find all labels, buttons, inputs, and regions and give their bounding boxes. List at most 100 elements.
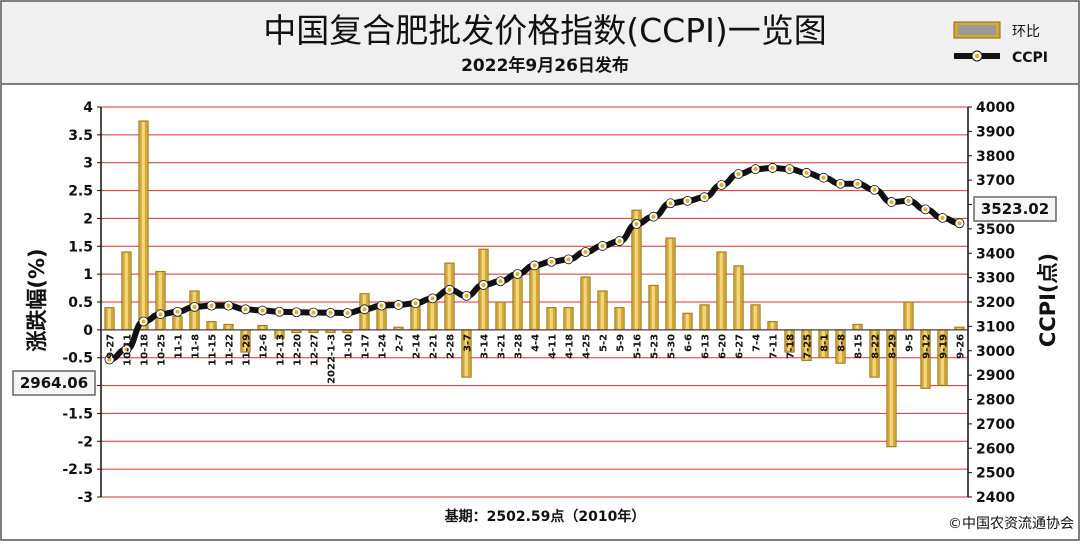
x-tick-label-8-22: 8-22 bbox=[871, 334, 882, 359]
ccpi-point-dot-11-1 bbox=[175, 309, 180, 314]
ccpi-point-dot-9-26 bbox=[957, 221, 962, 226]
left-tick-label: 3.5 bbox=[68, 128, 93, 144]
ccpi-point-dot-10-11 bbox=[124, 347, 129, 352]
bar-highlight-11-22 bbox=[226, 325, 230, 329]
right-tick-label: 3400 bbox=[976, 246, 1015, 262]
bar-highlight-8-15 bbox=[855, 325, 859, 329]
ccpi-point-dot-1-24 bbox=[379, 303, 384, 308]
x-tick-label-2-14: 2-14 bbox=[412, 334, 423, 359]
bar-highlight-12-27 bbox=[311, 330, 315, 332]
left-tick-label: -1.5 bbox=[62, 406, 93, 422]
bar-highlight-2022-1-3 bbox=[328, 330, 332, 332]
axes: 43.532.521.510.50-0.5-1-1.5-2-2.5-340003… bbox=[62, 100, 1015, 506]
ccpi-point-dot-2-14 bbox=[413, 301, 418, 306]
bar-highlight-11-1 bbox=[175, 316, 179, 329]
right-tick-label: 3100 bbox=[976, 319, 1015, 335]
ccpi-point-dot-3-21 bbox=[498, 279, 503, 284]
ccpi-point-dot-1-17 bbox=[362, 307, 367, 312]
ccpi-point-dot-6-6 bbox=[685, 198, 690, 203]
left-tick-label: 2 bbox=[83, 211, 93, 227]
ccpi-point-dot-8-1 bbox=[821, 175, 826, 180]
bar-highlight-10-18 bbox=[141, 121, 145, 329]
bar-highlight-11-15 bbox=[209, 322, 213, 329]
ccpi-point-dot-5-9 bbox=[617, 239, 622, 244]
bar-highlight-10-11 bbox=[124, 252, 128, 329]
bar-highlight-5-9 bbox=[617, 308, 621, 329]
right-tick-label: 3800 bbox=[976, 149, 1015, 165]
ccpi-point-dot-12-20 bbox=[294, 310, 299, 315]
ccpi-point-dot-12-27 bbox=[311, 310, 316, 315]
bar-highlight-12-6 bbox=[260, 326, 264, 329]
x-tick-label-8-1: 8-1 bbox=[820, 334, 831, 352]
x-tick-label-6-27: 6-27 bbox=[735, 334, 746, 359]
left-tick-label: 3 bbox=[83, 156, 93, 172]
base-period-note: 基期：2502.59点（2010年） bbox=[445, 508, 646, 525]
legend: 环比 CCPI bbox=[953, 21, 1048, 66]
ccpi-point-dot-4-11 bbox=[549, 259, 554, 264]
left-tick-label: 2.5 bbox=[68, 184, 93, 200]
bar-highlight-2-21 bbox=[430, 303, 434, 329]
right-tick-label: 2400 bbox=[976, 490, 1015, 506]
x-tick-label-3-21: 3-21 bbox=[497, 334, 508, 359]
x-tick-label-12-13: 12-13 bbox=[276, 334, 287, 366]
bar-highlight-8-22 bbox=[872, 330, 876, 377]
right-tick-label: 2700 bbox=[976, 417, 1015, 433]
ccpi-point-dot-2022-1-3 bbox=[328, 310, 333, 315]
x-tick-label-12-6: 12-6 bbox=[259, 334, 270, 359]
ccpi-point-dot-12-13 bbox=[277, 309, 282, 314]
ccpi-point-dot-11-29 bbox=[243, 307, 248, 312]
left-tick-label: 0.5 bbox=[68, 295, 93, 311]
ccpi-point-dot-7-4 bbox=[753, 167, 758, 172]
ccpi-point-dot-4-25 bbox=[583, 250, 588, 255]
bar-highlight-3-28 bbox=[515, 277, 519, 329]
bar-highlight-2-7 bbox=[396, 328, 400, 329]
bar-highlight-1-10 bbox=[345, 330, 349, 332]
bar-highlight-8-29 bbox=[889, 330, 893, 446]
x-tick-label-7-25: 7-25 bbox=[803, 334, 814, 359]
bar-highlight-6-13 bbox=[702, 305, 706, 329]
bar-highlight-10-25 bbox=[158, 272, 162, 329]
ccpi-point-dot-8-15 bbox=[855, 181, 860, 186]
x-tick-label-8-8: 8-8 bbox=[837, 334, 848, 352]
x-tick-label-8-15: 8-15 bbox=[854, 334, 865, 359]
x-tick-labels: 9-27 10-11 10-18 10-25 11-1 11-8 11-15 11-22 11-… bbox=[106, 334, 967, 384]
ccpi-point-dot-11-8 bbox=[192, 304, 197, 309]
start-value-annotation-box bbox=[12, 370, 96, 396]
right-tick-label: 3200 bbox=[976, 295, 1015, 311]
left-tick-label: -0.5 bbox=[62, 351, 93, 367]
right-tick-label: 2600 bbox=[976, 441, 1015, 457]
ccpi-point-dot-3-7 bbox=[464, 293, 469, 298]
bar-highlight-7-25 bbox=[804, 330, 808, 360]
x-tick-label-12-20: 12-20 bbox=[293, 334, 304, 366]
x-tick-label-1-17: 1-17 bbox=[361, 334, 372, 359]
bar-highlight-12-20 bbox=[294, 330, 298, 332]
bar-highlight-4-25 bbox=[583, 277, 587, 329]
ccpi-point-dot-3-28 bbox=[515, 271, 520, 276]
bar-highlight-8-8 bbox=[838, 330, 842, 363]
x-tick-label-2-7: 2-7 bbox=[395, 334, 406, 352]
x-tick-label-4-18: 4-18 bbox=[565, 334, 576, 359]
end-value-annotation-box bbox=[973, 196, 1057, 222]
ccpi-point-dot-5-30 bbox=[668, 201, 673, 206]
x-tick-label-10-18: 10-18 bbox=[140, 334, 151, 366]
left-tick-label: -2.5 bbox=[62, 462, 93, 478]
ccpi-point-dot-10-18 bbox=[141, 319, 146, 324]
copyright-note: ©中国农资流通协会 bbox=[948, 516, 1074, 532]
bar-highlight-2-28 bbox=[447, 264, 451, 329]
ccpi-point-dot-7-25 bbox=[804, 170, 809, 175]
x-tick-label-4-4: 4-4 bbox=[531, 334, 542, 352]
ccpi-point-dot-5-23 bbox=[651, 214, 656, 219]
bar-highlight-7-11 bbox=[770, 322, 774, 329]
annotations: 2964.06 3523.02 bbox=[12, 196, 1057, 396]
ccpi-point-dot-8-29 bbox=[889, 200, 894, 205]
bar-highlight-7-4 bbox=[753, 305, 757, 329]
left-tick-label: 1.5 bbox=[68, 239, 93, 255]
bar-highlight-9-26 bbox=[957, 328, 961, 329]
bar-highlight-6-6 bbox=[685, 314, 689, 329]
bar-highlight-9-19 bbox=[940, 330, 944, 385]
ccpi-point-dot-8-22 bbox=[872, 187, 877, 192]
x-tick-label-5-16: 5-16 bbox=[633, 334, 644, 359]
start-value-annotation: 2964.06 bbox=[12, 370, 96, 396]
